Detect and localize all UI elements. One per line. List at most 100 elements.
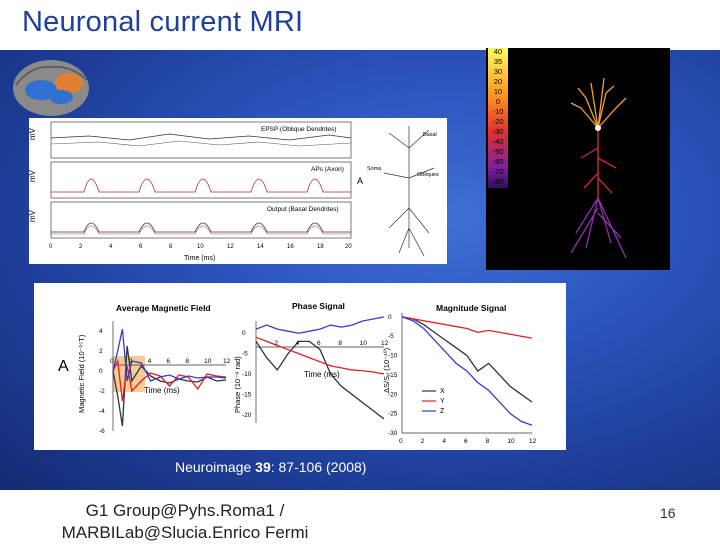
neuron-label-basal: Basal — [423, 132, 437, 138]
slide-title: Neuronal current MRI — [22, 6, 304, 38]
series-line-2-z — [401, 316, 533, 426]
neuron-label-a: A — [357, 176, 363, 186]
page-number: 16 — [660, 505, 676, 521]
y-tick-label: -2 — [99, 388, 105, 395]
footer-bar — [0, 495, 720, 540]
magnetic-field-figure: A Average Magnetic Field Phase Signal Ma… — [34, 283, 566, 450]
membrane-potential-figure: mV mV mV EPSP (Oblique Dendrites) APs (A… — [29, 118, 447, 264]
series-line-1-z — [255, 316, 385, 334]
x-tick-4: 4 — [109, 244, 113, 250]
x-tick-label: 2 — [129, 358, 133, 365]
colorbar-tick-10: -50 — [493, 147, 504, 156]
x-tick-12: 12 — [227, 244, 234, 250]
x-tick-label: 4 — [148, 358, 152, 365]
ylabel-mv-3: mV — [29, 209, 37, 222]
x-tick-label: 2 — [421, 438, 425, 445]
legend-label-z: Z — [440, 408, 445, 415]
xlabel-panel-b: Time (ms) — [304, 370, 340, 379]
series-line-1-x — [255, 340, 385, 420]
x-tick-8: 8 — [169, 244, 173, 250]
title-phase-signal: Phase Signal — [292, 301, 345, 311]
colorbar-tick-7: -20 — [493, 117, 504, 126]
neuron-label-soma: Soma — [367, 166, 382, 172]
y-tick-label: -6 — [99, 428, 105, 435]
y-tick-label: -10 — [242, 371, 252, 378]
legend-label-y: Y — [440, 398, 445, 405]
x-tick-10: 10 — [197, 244, 204, 250]
series-line-2-y — [401, 316, 533, 339]
colorbar-tick-4: 10 — [494, 87, 502, 96]
colorbar-tick-8: -30 — [493, 127, 504, 136]
x-tick-label: 2 — [274, 340, 278, 347]
y-tick-label: 0 — [388, 314, 392, 321]
x-tick-label: 4 — [296, 340, 300, 347]
y-tick-label: 0 — [99, 368, 103, 375]
colorbar-tick-3: 20 — [494, 77, 502, 86]
x-tick-16: 16 — [287, 244, 294, 250]
series-line-0-y — [112, 358, 227, 402]
footer-line-2: MARBILab@Slucia.Enrico Fermi — [61, 523, 309, 542]
y-tick-label: 0 — [242, 330, 246, 337]
legend-label-x: X — [440, 388, 445, 395]
caption-journal: Neuroimage — [175, 459, 256, 475]
x-tick-2: 2 — [79, 244, 83, 250]
x-tick-label: 8 — [486, 438, 490, 445]
x-tick-6: 6 — [139, 244, 143, 250]
legend: X Y Z — [422, 388, 445, 415]
colorbar-tick-0: 40 — [494, 48, 502, 56]
footer-credit: G1 Group@Pyhs.Roma1 / MARBILab@Slucia.En… — [20, 500, 350, 544]
neuron-drawing — [383, 126, 435, 257]
x-tick-label: 6 — [317, 340, 321, 347]
colorbar-tick-6: -10 — [493, 107, 504, 116]
ylabel-mv-2: mV — [29, 169, 37, 182]
ylabel-mv-1: mV — [29, 127, 37, 140]
title-magnitude-signal: Magnitude Signal — [436, 303, 506, 313]
neuron-label-obliques: Obliques — [417, 172, 439, 178]
caption-volume: 39 — [255, 459, 271, 475]
trace-label-aps: APs (Axon) — [311, 166, 344, 173]
x-tick-20: 20 — [345, 244, 352, 250]
colorbar-tick-2: 30 — [494, 67, 502, 76]
y-tick-label: -20 — [242, 412, 252, 419]
x-tick-label: 12 — [381, 340, 389, 347]
colorbar-tick-12: -70 — [493, 167, 504, 176]
x-tick-label: 0 — [110, 358, 114, 365]
x-tick-label: 8 — [338, 340, 342, 347]
ylabel-magnetic-field: Magnetic Field (10⁻¹⁵T) — [77, 334, 86, 413]
x-tick-label: 6 — [167, 358, 171, 365]
x-tick-label: 10 — [507, 438, 515, 445]
trace-label-output: Output (Basal Dendrites) — [267, 206, 339, 213]
x-tick-label: 10 — [360, 340, 368, 347]
trace-label-epsp: EPSP (Oblique Dendrites) — [261, 126, 336, 133]
x-tick-14: 14 — [257, 244, 264, 250]
y-tick-label: -10 — [388, 353, 398, 360]
x-tick-label: 0 — [399, 438, 403, 445]
x-tick-label: 8 — [185, 358, 189, 365]
x-tick-18: 18 — [317, 244, 324, 250]
series-line-1-y — [255, 336, 385, 375]
y-tick-label: -15 — [388, 372, 398, 379]
brain-image — [13, 60, 89, 116]
panel-label-a: A — [58, 358, 69, 375]
series-line-2-x — [401, 316, 533, 403]
colorbar-tick-13: -80 — [493, 177, 504, 186]
colorbar-tick-5: 0 — [496, 97, 500, 106]
y-tick-label: 4 — [99, 328, 103, 335]
neuron-colormap-image: 40 35 30 20 10 0 -10 -20 -30 -40 -50 -60… — [486, 48, 670, 270]
x-tick-label: 6 — [464, 438, 468, 445]
x-tick-label: 4 — [442, 438, 446, 445]
colorbar-tick-11: -60 — [493, 157, 504, 166]
figure-caption: Neuroimage 39: 87-106 (2008) — [175, 459, 366, 475]
y-tick-label: -20 — [388, 391, 398, 398]
x-tick-label: 10 — [204, 358, 212, 365]
x-tick-label: 12 — [223, 358, 231, 365]
colorbar — [488, 48, 508, 188]
traces-xlabel: Time (ms) — [184, 255, 215, 262]
footer-line-1: G1 Group@Pyhs.Roma1 / — [85, 501, 285, 520]
y-tick-label: -30 — [388, 430, 398, 437]
x-tick-label: 12 — [529, 438, 537, 445]
y-tick-label: -25 — [388, 411, 398, 418]
title-average-magnetic-field: Average Magnetic Field — [116, 303, 211, 313]
y-tick-label: -5 — [388, 333, 394, 340]
